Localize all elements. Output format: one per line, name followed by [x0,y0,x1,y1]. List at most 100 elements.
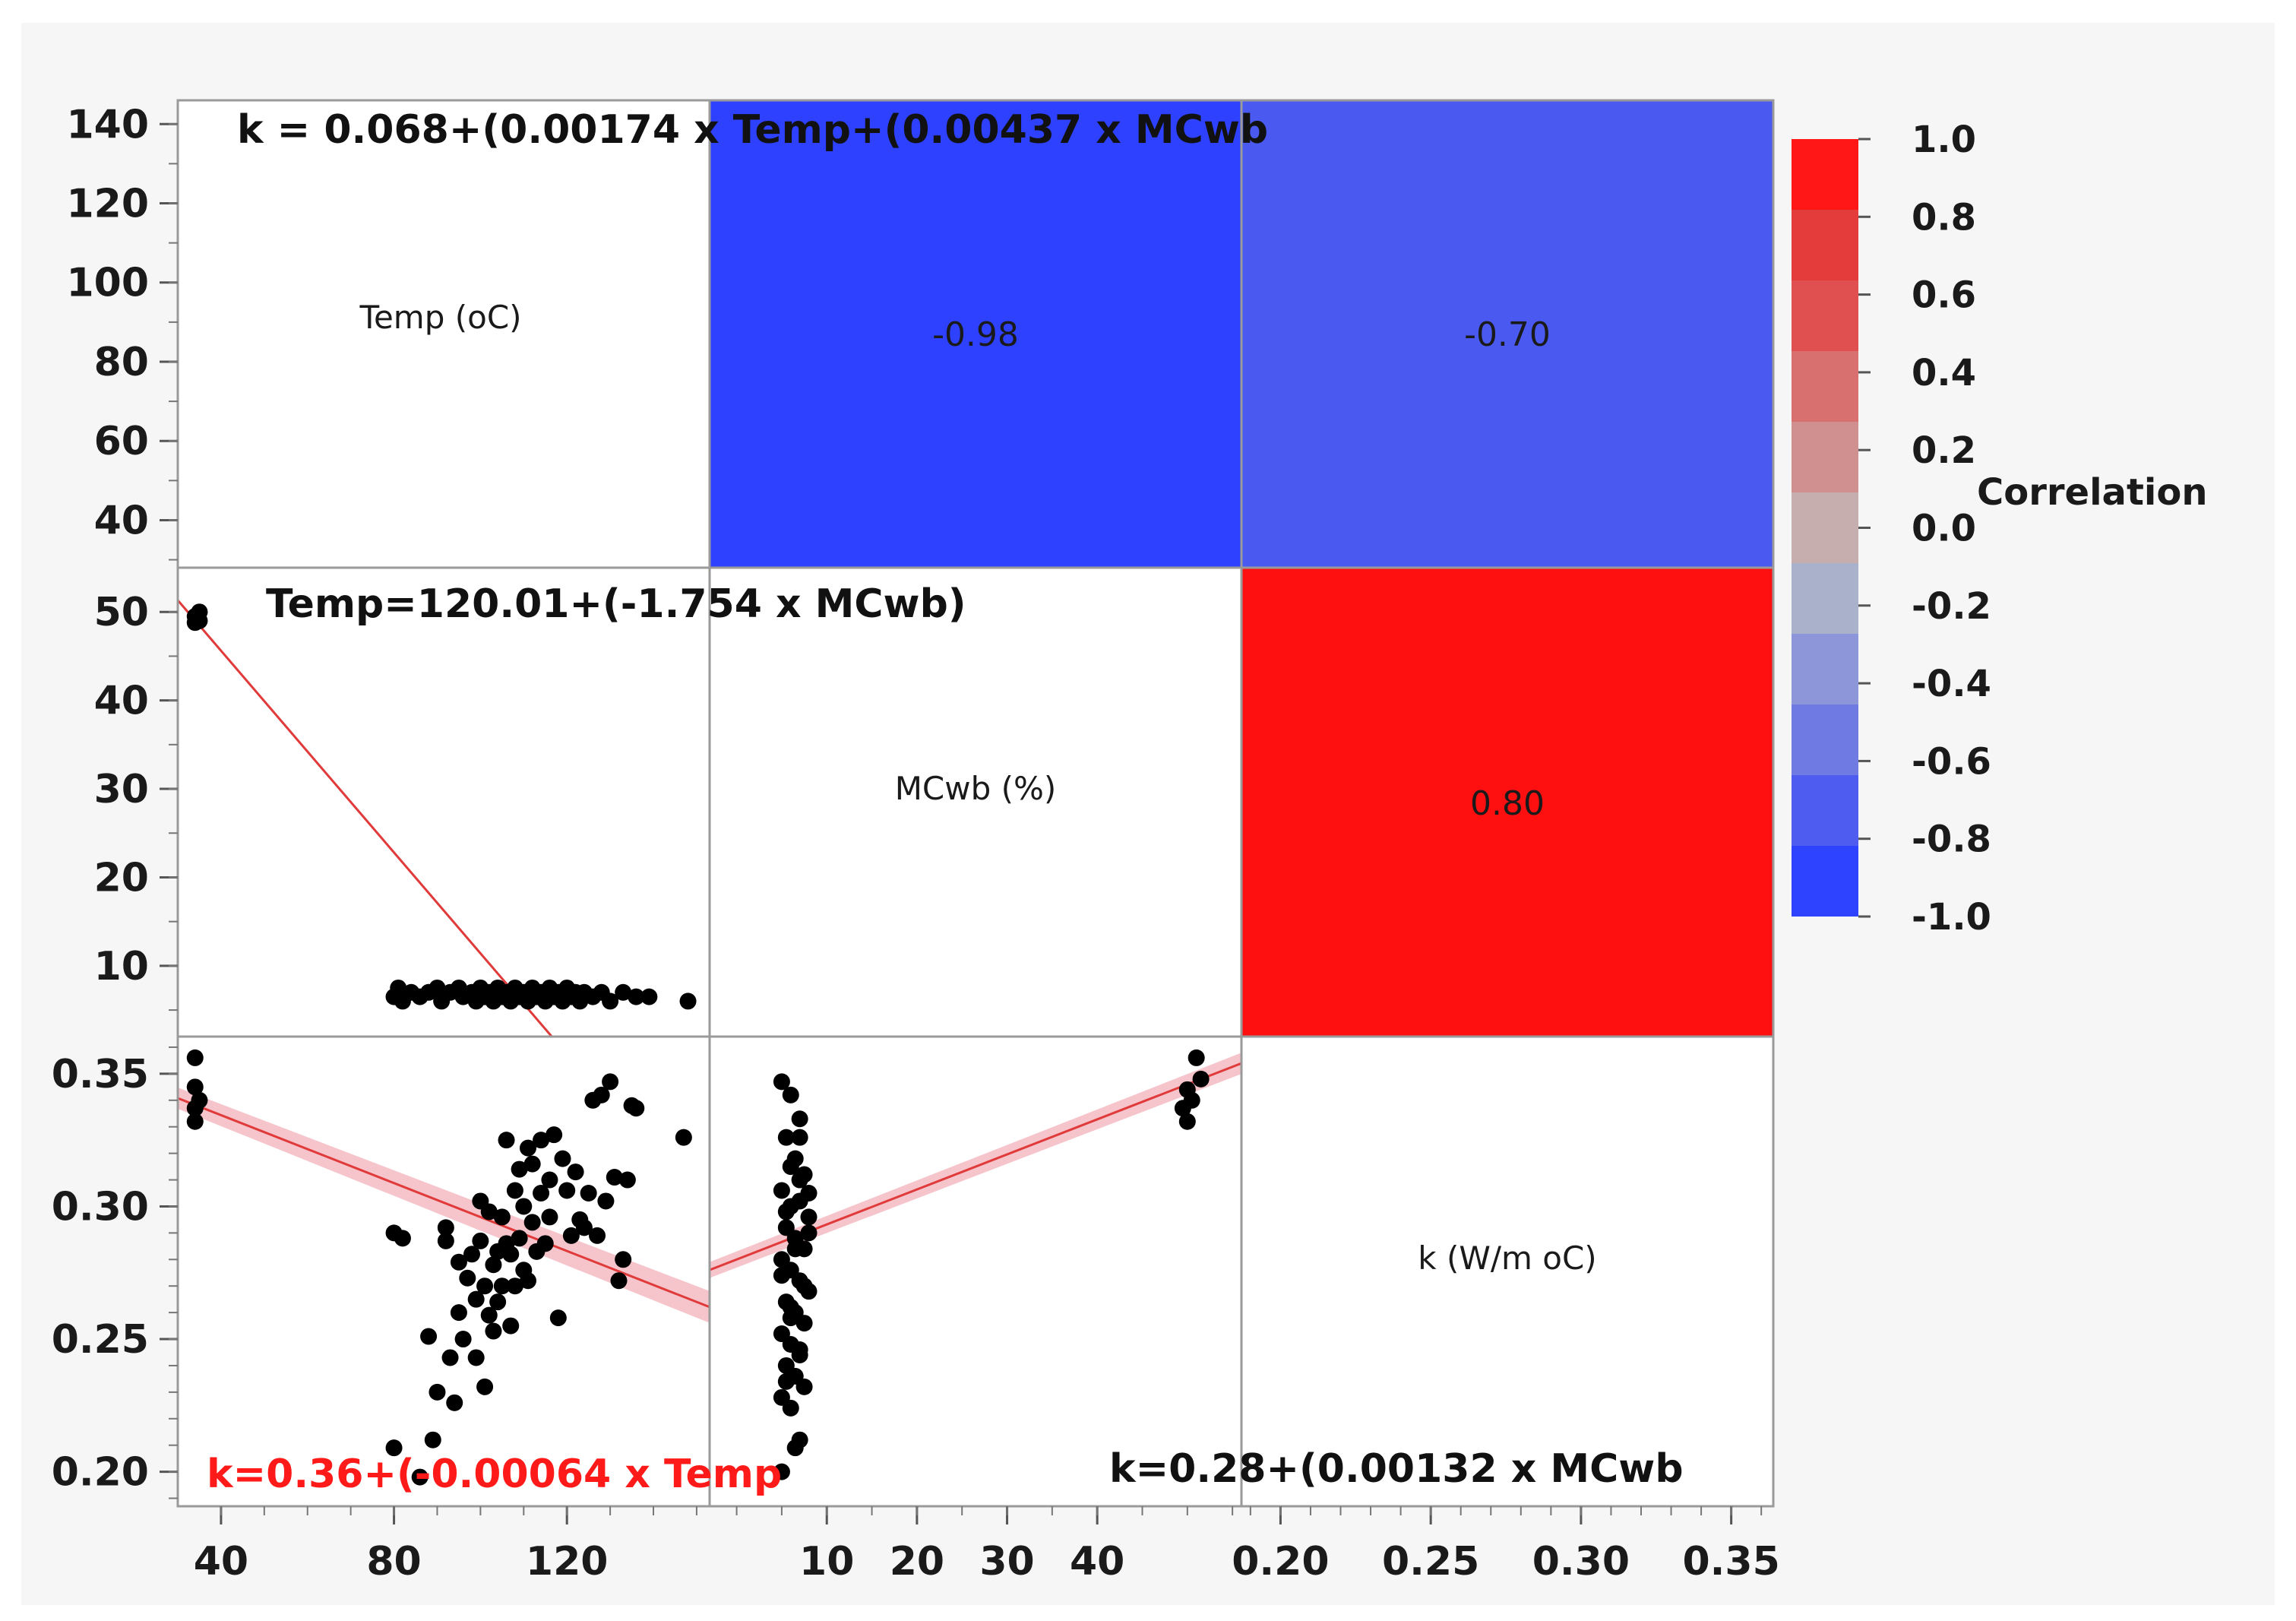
data-point [602,1073,619,1091]
legend-swatch [1792,563,1858,634]
data-point [786,1439,804,1457]
data-point [628,1100,645,1117]
data-point [186,1100,204,1117]
data-point [782,1309,799,1327]
x-tick-label: 0.30 [1532,1539,1630,1585]
data-point [791,1341,808,1358]
correlation-value-temp-k: -0.70 [1464,315,1551,354]
legend-tick-label: -1.0 [1912,896,1991,939]
data-point [186,1078,204,1096]
y-tick-label: 40 [94,679,149,724]
data-point [411,1468,429,1486]
data-point [536,1235,554,1252]
y-axis-mc: 10 20 30 40 50 [94,590,178,1012]
data-point [782,1399,799,1417]
data-point [493,1277,511,1295]
data-point [1188,1049,1205,1066]
y-tick-label: 100 [66,261,149,306]
x-tick-label: 0.25 [1382,1539,1479,1585]
x-tick-label: 0.20 [1232,1539,1329,1585]
data-point [480,1203,498,1220]
data-point [773,1073,790,1091]
legend-tick-label: -0.4 [1912,663,1991,705]
data-point [795,1378,813,1395]
legend-title: Correlation [1977,471,2208,514]
data-point [791,1129,808,1146]
correlation-cell-temp-k [1241,100,1773,568]
legend-tick-label: 0.0 [1912,508,1976,550]
data-point [480,1306,498,1324]
data-point [558,1182,576,1199]
equation-k-temp: k=0.36+(-0.00064 x Temp [207,1452,782,1497]
data-point [502,1317,520,1334]
data-point [1174,1100,1191,1117]
y-tick-label: 60 [94,419,149,464]
data-point [437,1232,454,1249]
y-tick-label: 50 [94,590,149,635]
confidence-band-k-mc [710,1053,1241,1278]
data-point [429,1383,446,1401]
data-point [593,1086,610,1103]
legend-tick-label: 0.6 [1912,274,1976,317]
data-point [515,1198,533,1215]
data-point [791,1110,808,1128]
correlation-value-mc-k: 0.80 [1470,784,1545,823]
data-point [541,1171,558,1189]
y-tick-label: 120 [66,182,149,227]
data-point [523,1214,541,1231]
legend-swatch [1792,775,1858,846]
data-point [511,1230,528,1247]
data-point [441,1349,459,1366]
data-point [1178,1113,1196,1130]
data-point [777,1129,795,1146]
data-point [782,1158,799,1176]
data-point [467,1349,485,1366]
data-point [640,988,658,1005]
y-axis-k: 0.20 0.25 0.30 0.35 [52,1046,178,1499]
data-point [472,1232,489,1249]
data-point [485,1322,502,1340]
correlation-cell-mc-k [1241,568,1773,1037]
data-point [675,1129,692,1146]
legend-tick-label: -0.8 [1912,818,1991,861]
data-point [795,1277,813,1295]
data-point [424,1431,441,1448]
data-point [773,1463,790,1480]
x-tick-label: 10 [799,1539,854,1585]
data-point [467,1290,485,1308]
data-point [580,1185,597,1202]
data-point [502,1246,520,1263]
legend-tick-label: 0.8 [1912,196,1976,239]
y-tick-label: 30 [94,767,149,812]
data-point [390,979,407,996]
legend-swatch [1792,280,1858,351]
x-axis-temp: 40 80 120 [194,1506,697,1585]
x-tick-label: 80 [366,1539,421,1585]
data-point [506,1277,523,1295]
data-point [618,1171,636,1189]
data-point [597,1192,615,1210]
correlation-value-temp-mc: -0.98 [932,315,1019,354]
x-tick-label: 40 [1070,1539,1124,1585]
data-point [782,1086,799,1103]
x-tick-label: 120 [526,1539,609,1585]
legend-swatch [1792,210,1858,280]
data-point [385,1439,403,1457]
x-tick-label: 30 [979,1539,1034,1585]
data-point [791,1171,808,1189]
data-point [523,1155,541,1173]
diagonal-label-mc: MCwb (%) [895,770,1057,807]
data-point [549,1309,567,1327]
data-point [394,1230,411,1247]
x-tick-label: 20 [890,1539,944,1585]
legend-swatch [1792,351,1858,422]
data-point [679,993,697,1010]
y-tick-label: 20 [94,855,149,901]
data-point [476,1277,494,1295]
y-tick-label: 80 [94,340,149,385]
data-point [446,1394,463,1411]
data-point [800,1185,818,1202]
legend-swatch [1792,634,1858,704]
data-point [186,1049,204,1066]
